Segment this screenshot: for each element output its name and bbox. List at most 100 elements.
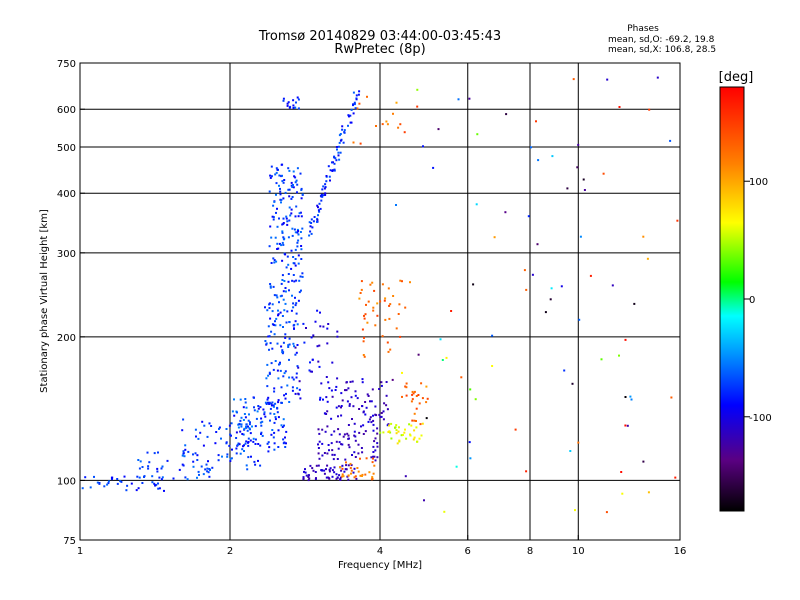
data-point — [574, 509, 576, 512]
data-point — [238, 423, 241, 426]
data-point — [318, 365, 321, 368]
data-point — [367, 300, 370, 303]
phase-stats-heading: Phases — [627, 24, 659, 34]
data-point — [295, 302, 298, 305]
data-point — [341, 128, 344, 131]
data-point — [160, 467, 163, 470]
data-point — [236, 443, 239, 446]
data-point — [274, 402, 277, 405]
data-point — [243, 427, 246, 430]
data-point — [347, 437, 350, 440]
data-point — [333, 156, 336, 159]
data-point — [247, 419, 250, 422]
data-point — [347, 114, 350, 117]
data-point — [328, 387, 331, 390]
data-point — [274, 236, 277, 239]
data-point — [294, 258, 297, 260]
data-point — [326, 327, 329, 330]
data-point — [286, 310, 289, 313]
data-point — [352, 91, 355, 94]
data-point — [357, 443, 360, 446]
data-point — [355, 94, 358, 97]
data-point — [626, 424, 629, 427]
data-point — [187, 450, 190, 453]
data-point — [281, 315, 284, 317]
data-point — [422, 145, 424, 148]
data-point — [300, 289, 302, 292]
data-point — [353, 434, 356, 437]
data-point — [160, 478, 163, 481]
data-point — [324, 186, 327, 189]
data-point — [240, 423, 243, 426]
data-point — [204, 468, 207, 471]
data-point — [379, 431, 382, 434]
data-point — [272, 436, 275, 439]
data-point — [336, 476, 339, 479]
data-point — [252, 440, 255, 443]
data-point — [345, 461, 347, 464]
data-point — [355, 477, 358, 480]
data-point — [307, 474, 310, 477]
x-tick-label: 1 — [77, 546, 83, 557]
data-point — [386, 408, 389, 411]
data-point — [166, 459, 169, 462]
data-point — [642, 235, 645, 238]
data-point — [282, 442, 285, 445]
data-point — [296, 228, 299, 231]
data-point — [364, 401, 367, 403]
data-point — [379, 300, 382, 303]
data-point — [321, 454, 324, 457]
data-point — [231, 410, 234, 413]
data-point — [349, 462, 352, 465]
data-point — [620, 471, 623, 473]
data-point — [328, 468, 331, 471]
data-point — [184, 444, 187, 447]
data-point — [361, 451, 364, 454]
data-point — [284, 336, 287, 339]
data-point — [207, 460, 209, 463]
data-point — [549, 298, 552, 301]
data-point — [277, 429, 280, 432]
data-point — [602, 172, 605, 175]
data-point — [387, 350, 390, 353]
data-point — [281, 279, 284, 281]
data-point — [284, 253, 287, 256]
data-point — [605, 511, 608, 514]
data-point — [646, 257, 649, 260]
data-point — [536, 243, 539, 246]
data-point — [221, 455, 223, 458]
data-point — [394, 426, 397, 429]
data-point — [417, 394, 420, 396]
data-point — [400, 434, 403, 437]
data-point — [296, 167, 299, 170]
data-point — [404, 306, 407, 309]
data-point — [366, 393, 369, 396]
data-point — [312, 334, 315, 337]
data-point — [333, 471, 336, 474]
data-point — [239, 430, 242, 433]
data-point — [278, 217, 280, 220]
data-point — [271, 429, 274, 431]
data-point — [305, 327, 307, 329]
data-point — [417, 353, 420, 356]
data-point — [208, 468, 211, 470]
data-point — [93, 475, 95, 478]
data-point — [335, 146, 338, 148]
data-point — [156, 467, 159, 470]
data-point — [633, 302, 636, 305]
data-point — [296, 245, 299, 248]
data-point — [278, 184, 280, 187]
data-point — [287, 236, 290, 239]
data-point — [398, 303, 401, 306]
data-point — [336, 377, 339, 380]
data-point — [374, 437, 377, 440]
data-point — [268, 190, 271, 193]
data-point — [288, 195, 291, 198]
data-point — [324, 412, 326, 415]
colorbar-tick-label: -100 — [749, 413, 772, 424]
data-point — [358, 408, 361, 410]
data-point — [364, 313, 367, 316]
data-point — [267, 401, 269, 404]
data-point — [378, 413, 381, 416]
data-point — [384, 297, 387, 300]
